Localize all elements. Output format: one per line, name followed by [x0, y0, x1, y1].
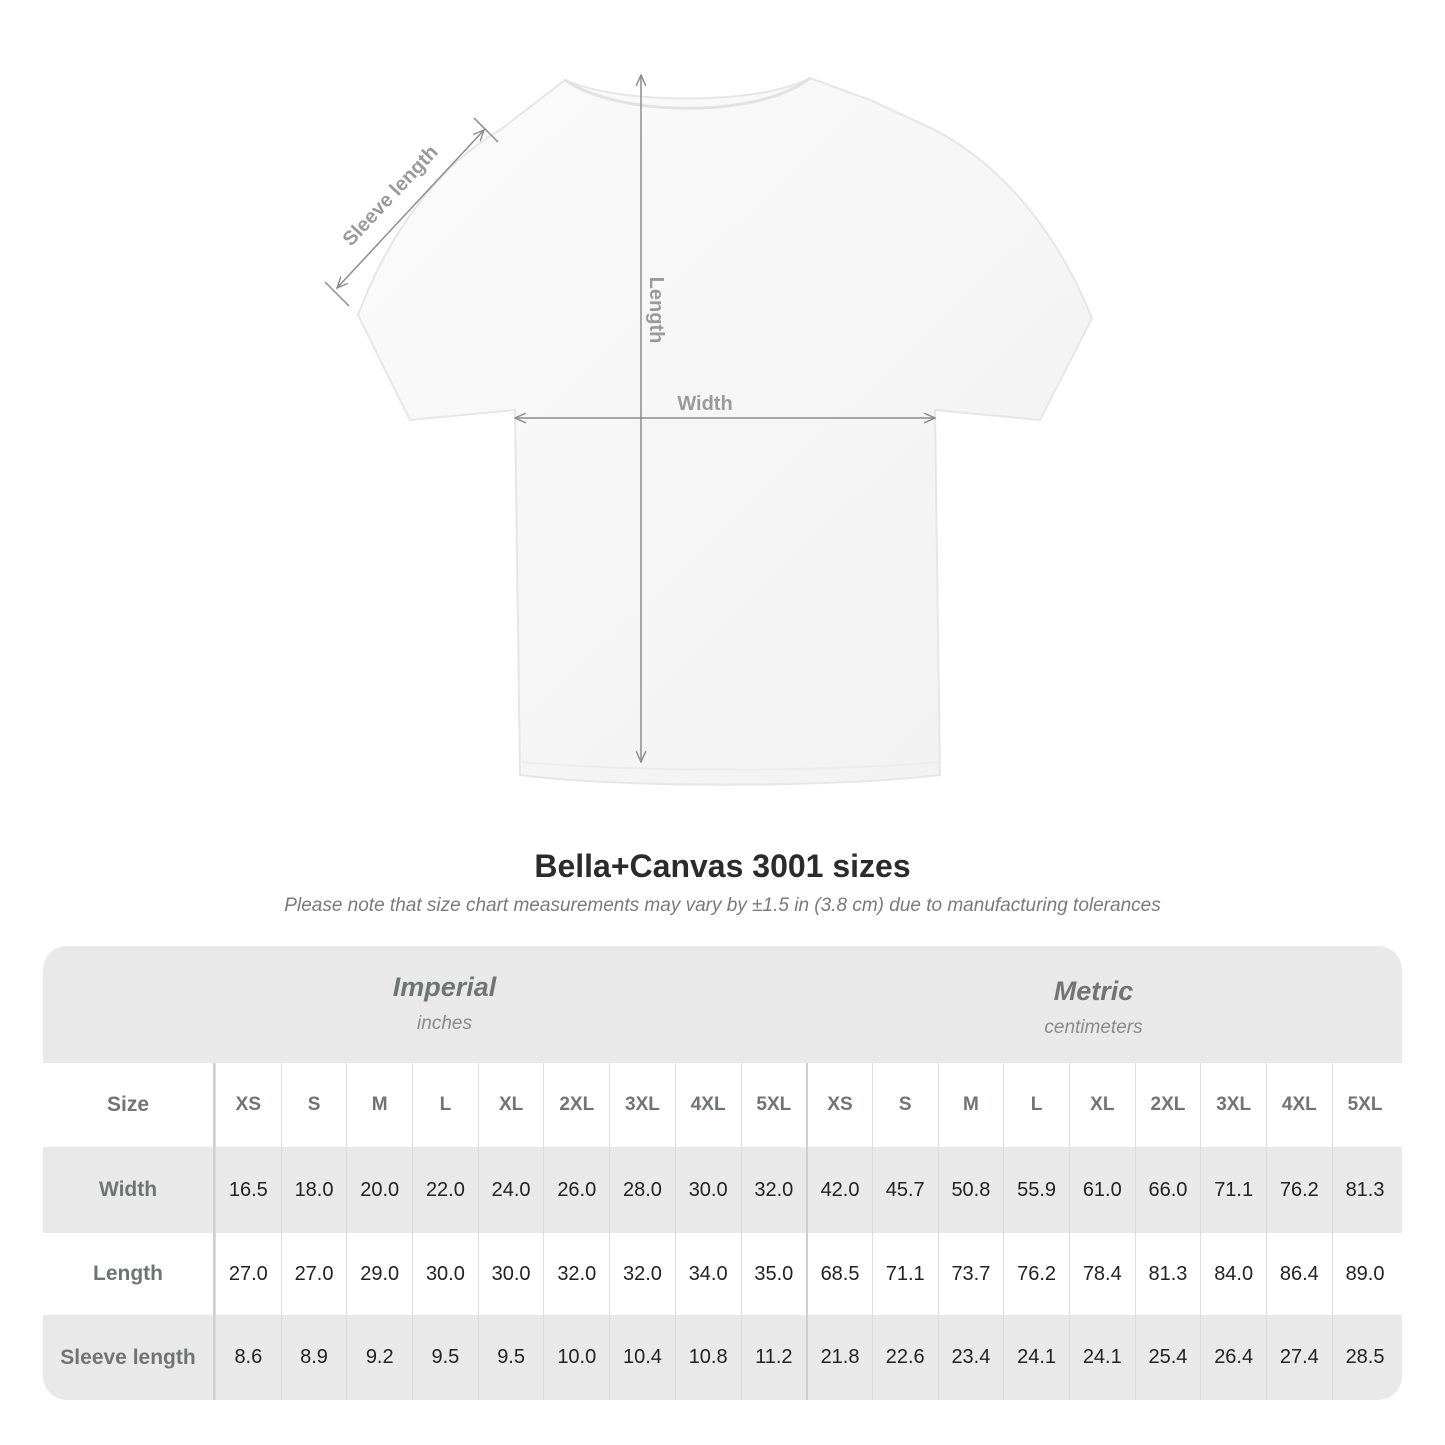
imperial-value-cell: 9.2: [346, 1315, 412, 1400]
metric-value-cell: 23.4: [937, 1315, 1004, 1400]
imperial-size-header: 4XL: [674, 1063, 741, 1147]
metric-value-cell: 71.1: [871, 1233, 938, 1315]
imperial-size-header: L: [412, 1063, 478, 1147]
metric-value-cell: 45.7: [871, 1147, 938, 1233]
imperial-value-cell: 22.0: [412, 1147, 478, 1233]
imperial-value-cell: 8.6: [215, 1315, 281, 1400]
metric-value-cell: 25.4: [1134, 1315, 1201, 1400]
imperial-value-cell: 18.0: [280, 1147, 347, 1233]
metric-size-header: 3XL: [1200, 1063, 1266, 1147]
imperial-size-header: 2XL: [543, 1063, 609, 1147]
metric-value-cell: 22.6: [871, 1315, 938, 1400]
imperial-value-cell: 26.0: [543, 1147, 609, 1233]
metric-value-cell: 68.5: [806, 1233, 872, 1315]
metric-value-cell: 84.0: [1200, 1233, 1266, 1315]
imperial-value-cell: 29.0: [346, 1233, 412, 1315]
metric-value-cell: 61.0: [1068, 1147, 1135, 1233]
metric-value-cell: 21.8: [806, 1315, 872, 1400]
imperial-value-cell: 16.5: [215, 1147, 281, 1233]
imperial-value-cell: 10.0: [543, 1315, 609, 1400]
row-label: Width: [43, 1147, 215, 1233]
metric-value-cell: 86.4: [1266, 1233, 1332, 1315]
imperial-value-cell: 34.0: [674, 1233, 741, 1315]
imperial-unit: inches: [417, 1013, 472, 1034]
imperial-size-header: XL: [477, 1063, 544, 1147]
size-column-header: Size: [43, 1063, 215, 1147]
imperial-value-cell: 28.0: [609, 1147, 675, 1233]
imperial-value-cell: 27.0: [280, 1233, 347, 1315]
imperial-value-cell: 30.0: [674, 1147, 741, 1233]
metric-value-cell: 78.4: [1068, 1233, 1135, 1315]
imperial-size-header: 3XL: [609, 1063, 675, 1147]
metric-size-header: S: [871, 1063, 938, 1147]
metric-value-cell: 55.9: [1003, 1147, 1069, 1233]
tshirt-shape: [356, 76, 1094, 786]
metric-value-cell: 24.1: [1003, 1315, 1069, 1400]
imperial-label: Imperial: [392, 972, 497, 1002]
metric-size-header: XL: [1068, 1063, 1135, 1147]
imperial-size-header: M: [346, 1063, 412, 1147]
length-label: Length: [645, 277, 667, 344]
metric-value-cell: 28.5: [1331, 1315, 1398, 1400]
metric-value-cell: 27.4: [1266, 1315, 1332, 1400]
imperial-value-cell: 32.0: [740, 1147, 807, 1233]
imperial-value-cell: 30.0: [412, 1233, 478, 1315]
row-label: Sleeve length: [43, 1315, 215, 1400]
size-header-row: Size XS S M L XL 2XL 3XL 4XL 5XL XS S M L XL 2XL 3XL 4XL 5…: [43, 1063, 1402, 1147]
metric-value-cell: 81.3: [1134, 1233, 1201, 1315]
metric-size-header: XS: [806, 1063, 872, 1147]
metric-value-cell: 66.0: [1134, 1147, 1201, 1233]
imperial-value-cell: 10.4: [609, 1315, 675, 1400]
imperial-value-cell: 9.5: [477, 1315, 544, 1400]
page-title: Bella+Canvas 3001 sizes: [534, 848, 911, 884]
metric-value-cell: 73.7: [937, 1233, 1004, 1315]
imperial-value-cell: 32.0: [543, 1233, 609, 1315]
imperial-value-cell: 35.0: [740, 1233, 807, 1315]
imperial-size-header: S: [280, 1063, 347, 1147]
metric-value-cell: 24.1: [1068, 1315, 1135, 1400]
imperial-value-cell: 24.0: [477, 1147, 544, 1233]
metric-size-header: 5XL: [1331, 1063, 1398, 1147]
metric-size-header: 4XL: [1266, 1063, 1332, 1147]
sleeve-measure-line: [337, 130, 484, 288]
metric-value-cell: 89.0: [1331, 1233, 1398, 1315]
metric-size-header: 2XL: [1134, 1063, 1201, 1147]
table-row-length: Length 27.0 27.0 29.0 30.0 30.0 32.0 32.0 34.0 35…: [43, 1233, 1402, 1315]
imperial-value-cell: 10.8: [674, 1315, 741, 1400]
imperial-header: Imperial inches: [215, 972, 674, 1089]
table-row-sleeve-length: Sleeve length 8.6 8.9 9.2 9.5 9.5 10.0 10.4 10.8…: [43, 1315, 1402, 1400]
imperial-value-cell: 8.9: [280, 1315, 347, 1400]
metric-value-cell: 50.8: [937, 1147, 1004, 1233]
metric-value-cell: 76.2: [1003, 1233, 1069, 1315]
imperial-value-cell: 20.0: [346, 1147, 412, 1233]
metric-size-header: L: [1003, 1063, 1069, 1147]
table-row-width: Width 16.5 18.0 20.0 22.0 24.0 26.0 28.0 30.0 32.…: [43, 1147, 1402, 1233]
metric-header: Metric centimeters: [810, 976, 1377, 1093]
metric-value-cell: 81.3: [1331, 1147, 1398, 1233]
tshirt-diagram: Sleeve length Length Width: [324, 0, 1094, 786]
row-label: Length: [43, 1233, 215, 1315]
imperial-value-cell: 9.5: [412, 1315, 478, 1400]
metric-label: Metric: [1053, 976, 1134, 1006]
metric-unit: centimeters: [1044, 1017, 1143, 1038]
imperial-value-cell: 30.0: [477, 1233, 544, 1315]
imperial-size-header: XS: [215, 1063, 281, 1147]
imperial-value-cell: 32.0: [609, 1233, 675, 1315]
metric-value-cell: 76.2: [1266, 1147, 1332, 1233]
metric-size-header: M: [937, 1063, 1004, 1147]
tolerance-note: Please note that size chart measurements…: [284, 895, 1161, 916]
metric-value-cell: 71.1: [1200, 1147, 1266, 1233]
size-chart-table: Imperial inches Metric centimeters Size X…: [43, 946, 1402, 1400]
width-label: Width: [677, 393, 732, 415]
metric-value-cell: 42.0: [806, 1147, 872, 1233]
imperial-value-cell: 27.0: [215, 1233, 281, 1315]
imperial-value-cell: 11.2: [740, 1315, 807, 1400]
imperial-size-header: 5XL: [740, 1063, 807, 1147]
metric-value-cell: 26.4: [1200, 1315, 1266, 1400]
